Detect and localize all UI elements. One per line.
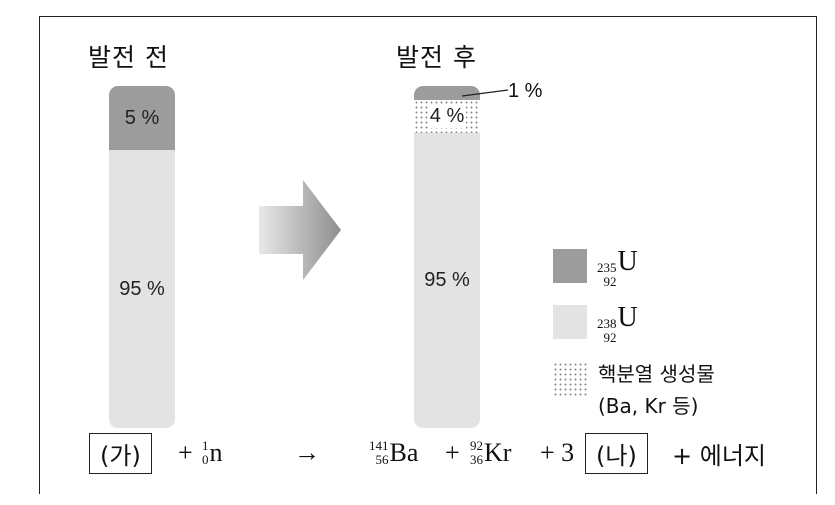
- before-u238-label: 95 %: [119, 277, 165, 300]
- reaction-arrow: →: [294, 438, 320, 467]
- after-u238-segment: 95 %: [414, 133, 480, 428]
- after-u235-leader-line: [461, 89, 509, 97]
- krypton-term: 92 36 Kr: [470, 438, 512, 467]
- plus-sign-2: +: [445, 438, 460, 467]
- after-u235-label: 1 %: [508, 80, 543, 102]
- before-u235-segment: 5 %: [109, 86, 175, 150]
- legend-fission-line1: 핵분열 생성물: [598, 362, 715, 386]
- legend-fission-swatch: [553, 362, 587, 396]
- after-bar: 4 % 95 %: [414, 86, 480, 428]
- barium-term: 141 56 Ba: [369, 438, 419, 467]
- before-bar: 5 % 95 %: [109, 86, 175, 428]
- legend-u238-label: 238 92 U: [597, 302, 638, 345]
- legend-u238-swatch: [553, 305, 587, 339]
- after-fission-label: 4 %: [427, 105, 467, 128]
- before-u238-segment: 95 %: [109, 150, 175, 428]
- energy-term: + 에너지: [672, 441, 766, 470]
- after-title: 발전 후: [396, 43, 477, 72]
- after-fission-segment: 4 %: [414, 100, 480, 133]
- legend-u235-swatch: [553, 249, 587, 283]
- figure-frame: [39, 16, 817, 494]
- blank-a-box: (가): [89, 432, 152, 474]
- before-title: 발전 전: [88, 43, 169, 72]
- plus-three: + 3: [540, 438, 575, 467]
- legend-u235-label: 235 92 U: [597, 246, 638, 289]
- blank-b-box: (나): [585, 432, 648, 474]
- before-u235-label: 5 %: [124, 106, 160, 129]
- plus-sign: +: [178, 438, 193, 467]
- after-u235-segment: [414, 86, 480, 100]
- legend-fission-line2: (Ba, Kr 등): [598, 394, 699, 418]
- transition-arrow-icon: [259, 180, 341, 280]
- after-u238-label: 95 %: [424, 269, 470, 291]
